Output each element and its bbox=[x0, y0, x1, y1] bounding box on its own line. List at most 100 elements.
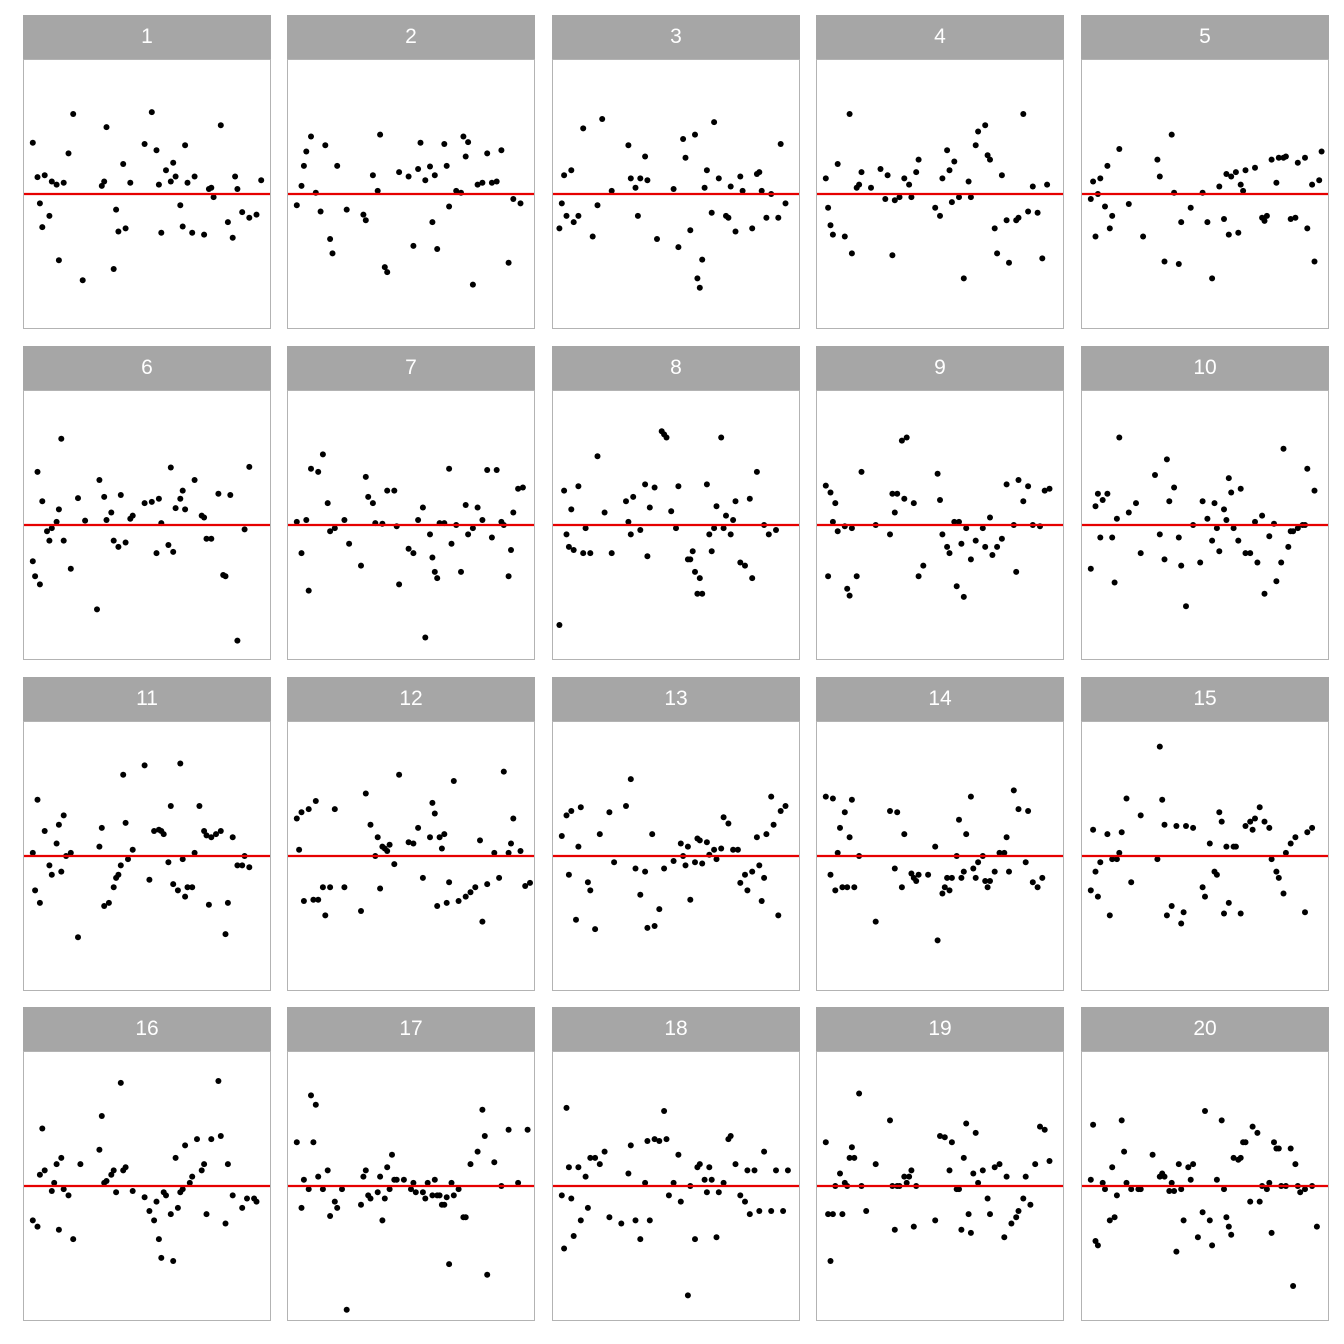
data-point bbox=[713, 1234, 720, 1241]
data-point bbox=[1008, 1220, 1015, 1227]
data-point bbox=[910, 500, 917, 507]
data-point bbox=[944, 874, 951, 881]
data-point bbox=[1020, 1195, 1027, 1202]
data-point bbox=[1278, 559, 1285, 566]
data-point bbox=[960, 1154, 967, 1161]
data-point bbox=[36, 899, 43, 906]
data-point bbox=[222, 1220, 229, 1227]
data-point bbox=[623, 498, 629, 505]
data-point bbox=[1025, 808, 1032, 814]
data-point bbox=[1034, 884, 1041, 891]
data-point bbox=[956, 816, 962, 823]
data-point bbox=[915, 871, 922, 878]
data-point bbox=[384, 269, 391, 276]
data-point bbox=[101, 493, 108, 500]
data-point bbox=[101, 903, 108, 909]
data-point bbox=[967, 1229, 974, 1236]
data-point bbox=[580, 550, 587, 557]
facet-plot-area bbox=[1081, 59, 1329, 329]
facet-panel: 18 bbox=[552, 1007, 800, 1321]
data-point bbox=[644, 553, 651, 560]
data-point bbox=[1154, 156, 1161, 163]
data-point bbox=[479, 918, 486, 925]
facet-plot-area bbox=[552, 721, 800, 991]
data-point bbox=[720, 1179, 727, 1186]
data-point bbox=[903, 434, 910, 441]
data-point bbox=[224, 899, 231, 906]
data-point bbox=[1109, 1164, 1116, 1171]
data-point bbox=[148, 109, 155, 116]
data-point bbox=[1041, 1126, 1048, 1133]
data-point bbox=[906, 1173, 913, 1180]
data-point bbox=[630, 493, 637, 500]
data-point bbox=[932, 204, 939, 211]
data-point bbox=[46, 212, 53, 219]
data-point bbox=[346, 540, 353, 547]
data-point bbox=[1252, 518, 1258, 525]
data-point bbox=[1304, 465, 1311, 472]
data-point bbox=[217, 1133, 224, 1139]
data-point bbox=[915, 156, 922, 163]
data-point bbox=[651, 484, 658, 491]
data-point bbox=[749, 225, 756, 232]
data-point bbox=[725, 820, 732, 827]
data-point bbox=[462, 1214, 469, 1221]
data-point bbox=[661, 865, 668, 872]
data-point bbox=[108, 1171, 115, 1178]
data-point bbox=[469, 281, 476, 288]
data-point bbox=[127, 179, 134, 186]
data-point bbox=[575, 483, 582, 490]
data-point bbox=[48, 871, 55, 878]
data-point bbox=[1261, 217, 1268, 224]
data-point bbox=[1125, 509, 1132, 516]
data-point bbox=[324, 500, 331, 507]
data-point bbox=[1128, 1186, 1135, 1193]
data-point bbox=[367, 1195, 374, 1202]
data-point bbox=[1221, 506, 1227, 513]
data-point bbox=[41, 828, 48, 834]
scatter-plot bbox=[552, 721, 800, 991]
facet-strip-label: 11 bbox=[23, 677, 271, 721]
data-point bbox=[377, 885, 384, 892]
data-point bbox=[412, 1189, 419, 1196]
data-point bbox=[515, 485, 522, 492]
data-point bbox=[434, 903, 441, 909]
data-point bbox=[758, 187, 765, 194]
data-point bbox=[32, 887, 39, 894]
data-point bbox=[58, 868, 65, 875]
data-point bbox=[1001, 849, 1008, 856]
data-point bbox=[1190, 1161, 1197, 1168]
data-point bbox=[232, 173, 239, 180]
data-point bbox=[98, 1113, 105, 1119]
data-point bbox=[1237, 181, 1244, 188]
data-point bbox=[782, 200, 789, 207]
data-point bbox=[1116, 849, 1123, 856]
scatter-plot bbox=[816, 721, 1064, 991]
data-point bbox=[331, 525, 338, 532]
data-point bbox=[951, 518, 958, 525]
data-point bbox=[1173, 823, 1180, 829]
data-point bbox=[637, 175, 644, 182]
data-point bbox=[592, 926, 599, 933]
data-point bbox=[625, 518, 632, 525]
data-point bbox=[1152, 472, 1158, 478]
data-point bbox=[246, 214, 253, 221]
scatter-plot bbox=[552, 59, 800, 329]
data-point bbox=[167, 1211, 174, 1218]
data-point bbox=[1022, 1173, 1029, 1180]
data-point bbox=[1175, 534, 1182, 541]
data-point bbox=[642, 153, 649, 160]
data-point bbox=[384, 487, 391, 494]
data-point bbox=[937, 1133, 943, 1139]
data-point bbox=[479, 179, 486, 186]
data-point bbox=[196, 803, 203, 809]
data-point bbox=[293, 518, 300, 525]
data-point bbox=[358, 562, 364, 569]
data-point bbox=[160, 831, 167, 838]
data-point bbox=[1137, 1186, 1144, 1193]
data-point bbox=[1015, 806, 1022, 813]
data-point bbox=[687, 227, 694, 234]
data-point bbox=[703, 1189, 710, 1196]
data-point bbox=[872, 1161, 879, 1168]
data-point bbox=[1087, 196, 1094, 202]
